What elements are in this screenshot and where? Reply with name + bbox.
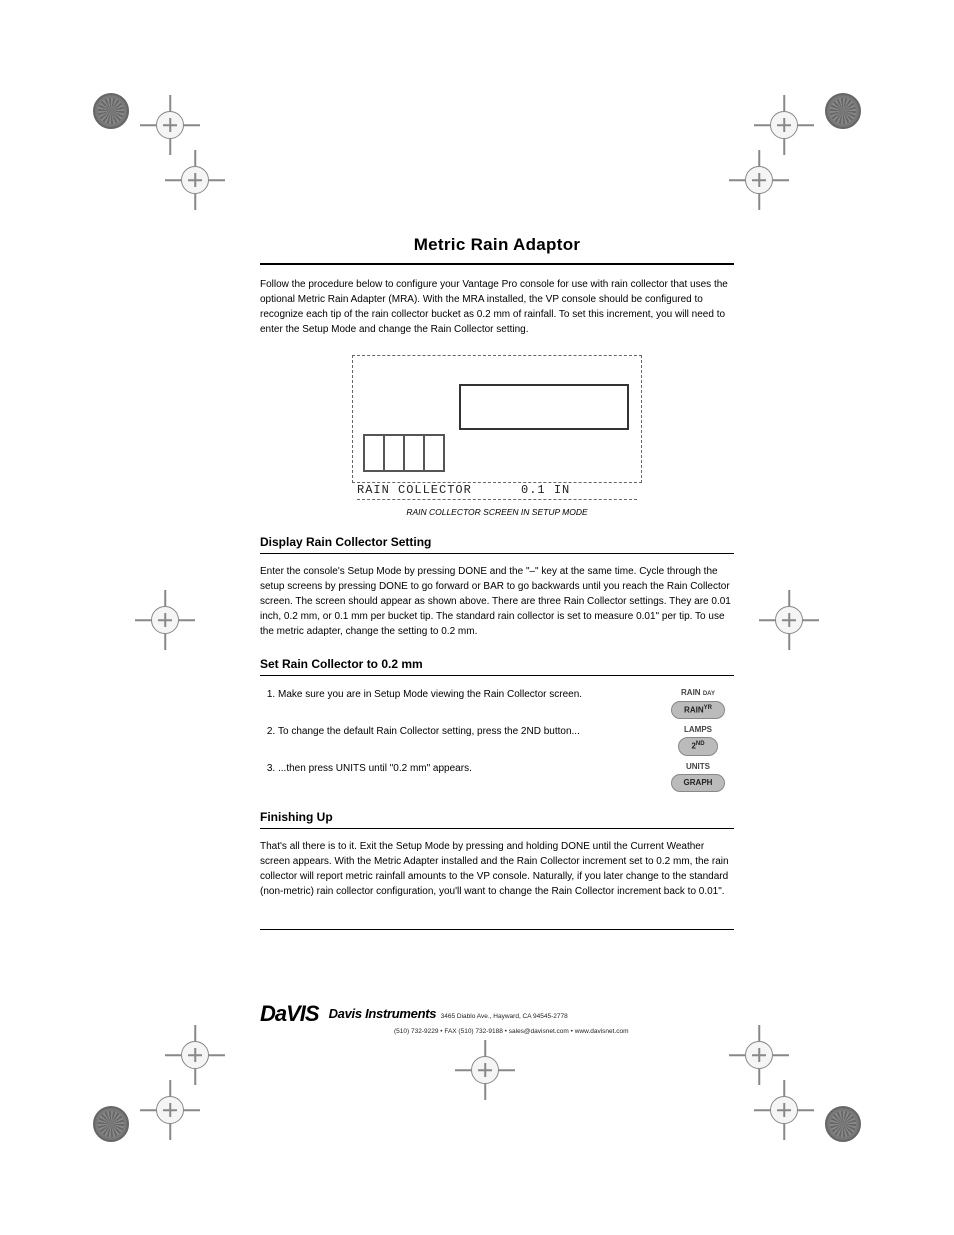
registration-mark <box>455 1040 515 1100</box>
registration-mark <box>759 590 819 650</box>
lcd-caption: RAIN COLLECTOR SCREEN IN SETUP MODE <box>352 507 642 517</box>
section-heading-change: Set Rain Collector to 0.2 mm <box>260 657 734 676</box>
intro-paragraph: Follow the procedure below to configure … <box>260 277 734 337</box>
registration-mark <box>165 1025 225 1085</box>
lamps-key-icon: LAMPS 2ND <box>662 723 734 756</box>
rain-key-icon: RAIN DAY RAINYR <box>662 686 734 719</box>
section-heading-display: Display Rain Collector Setting <box>260 535 734 554</box>
section-body-finish: That's all there is to it. Exit the Setu… <box>260 839 734 899</box>
print-wheel <box>825 1106 861 1142</box>
steps-list: Make sure you are in Setup Mode viewing … <box>260 686 734 792</box>
footer-company: Davis Instruments <box>329 1006 437 1021</box>
step-2-text: To change the default Rain Collector set… <box>278 723 650 740</box>
registration-mark <box>729 150 789 210</box>
footer-logo: DaVIS <box>260 1001 319 1027</box>
registration-mark <box>729 1025 789 1085</box>
registration-mark <box>165 150 225 210</box>
print-wheel <box>825 93 861 129</box>
print-wheel <box>93 93 129 129</box>
page-title: Metric Rain Adaptor <box>260 235 734 265</box>
registration-mark <box>754 1080 814 1140</box>
divider <box>260 929 734 930</box>
lcd-readout-text: RAIN COLLECTOR 0.1 IN <box>357 483 637 500</box>
lcd-grid <box>363 434 443 472</box>
lcd-illustration: RAIN COLLECTOR 0.1 IN RAIN COLLECTOR SCR… <box>352 355 642 517</box>
registration-mark <box>135 590 195 650</box>
page-footer: DaVIS Davis Instruments 3465 Diablo Ave.… <box>260 1001 734 1035</box>
print-wheel <box>93 1106 129 1142</box>
section-body-display: Enter the console's Setup Mode by pressi… <box>260 564 734 639</box>
units-key-icon: UNITS GRAPH <box>662 760 734 792</box>
registration-mark <box>754 95 814 155</box>
registration-mark <box>140 1080 200 1140</box>
footer-address: 3465 Diablo Ave., Hayward, CA 94545-2778 <box>441 1013 568 1020</box>
step-3-text: ...then press UNITS until "0.2 mm" appea… <box>278 760 650 777</box>
lcd-digit-box <box>459 384 629 430</box>
footer-contact: (510) 732-9229 • FAX (510) 732-9188 • sa… <box>394 1028 734 1035</box>
registration-mark <box>140 95 200 155</box>
section-heading-finish: Finishing Up <box>260 810 734 829</box>
document-body: Metric Rain Adaptor Follow the procedure… <box>260 235 734 930</box>
step-1-text: Make sure you are in Setup Mode viewing … <box>278 686 650 703</box>
